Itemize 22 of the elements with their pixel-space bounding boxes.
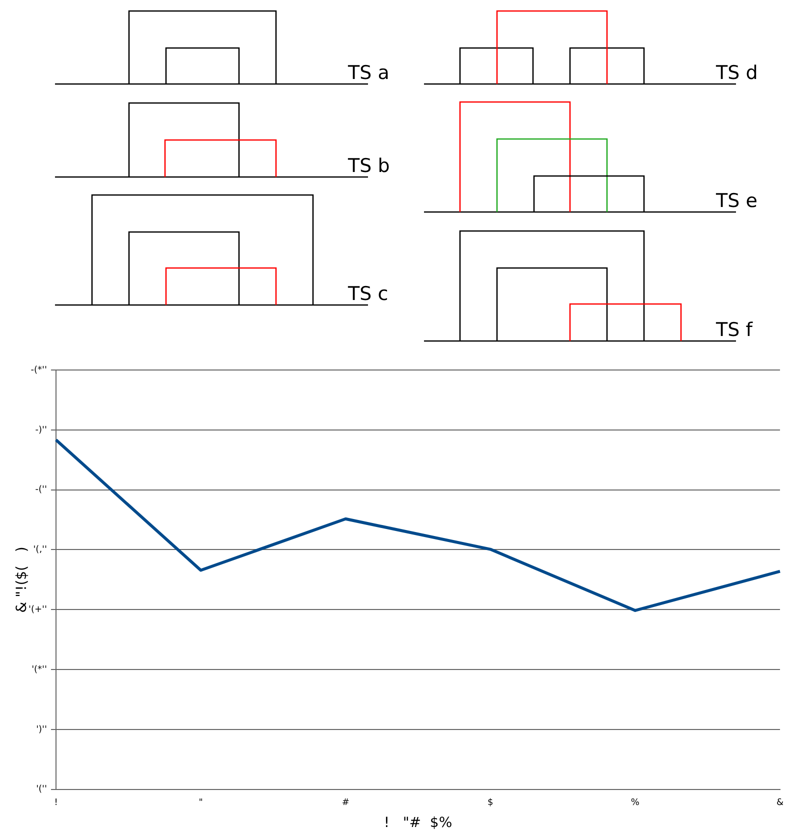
text: '(*'' <box>32 664 47 675</box>
x-axis-title: ! "# $% <box>384 815 452 832</box>
text: TS a <box>348 62 390 84</box>
x-tick-label: # <box>342 798 350 808</box>
text: TS d <box>716 62 758 84</box>
text: -)'' <box>35 425 47 436</box>
text: '(+'' <box>28 605 47 615</box>
text: -(*'' <box>30 365 47 376</box>
x-tick-label: ! <box>54 798 58 808</box>
text: ')'' <box>36 724 47 735</box>
y-axis-title: & "!($( ) <box>14 546 30 613</box>
text: TS c <box>348 283 388 305</box>
text: -('' <box>35 485 47 496</box>
text: TS f <box>716 319 752 341</box>
text: '('' <box>36 784 47 795</box>
x-tick-label: & <box>776 798 784 808</box>
text: '(,'' <box>33 545 47 556</box>
x-tick-label: % <box>630 798 640 808</box>
text: TS e <box>716 190 758 212</box>
x-tick-label: $ <box>488 798 494 808</box>
text: TS b <box>348 155 390 177</box>
x-tick-label: " <box>198 798 203 808</box>
